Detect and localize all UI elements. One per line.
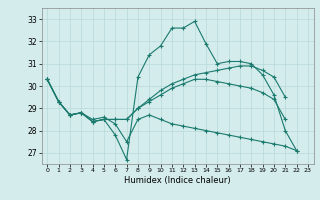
X-axis label: Humidex (Indice chaleur): Humidex (Indice chaleur)	[124, 176, 231, 185]
